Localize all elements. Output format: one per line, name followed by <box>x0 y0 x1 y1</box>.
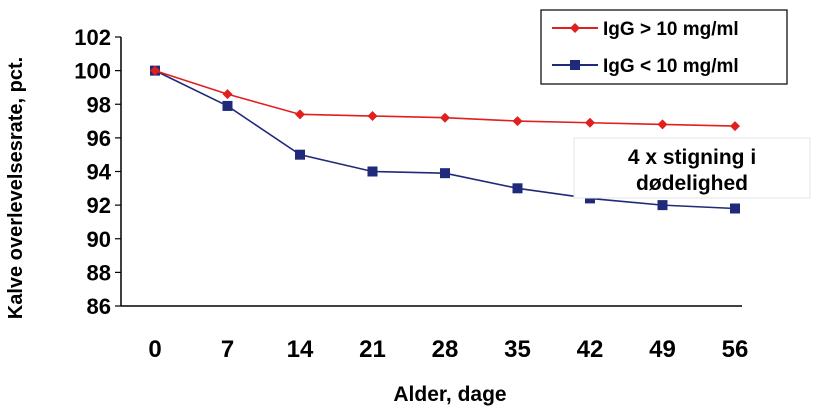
x-tick-label: 35 <box>504 336 531 363</box>
data-point-square <box>222 100 233 111</box>
y-tick-label: 94 <box>87 160 112 185</box>
annotation-line-2: dødelighed <box>636 172 748 195</box>
data-point-square <box>295 149 305 160</box>
legend-box <box>540 9 788 85</box>
data-point-square <box>657 200 668 211</box>
y-tick-label: 98 <box>87 92 111 117</box>
x-axis-title: Alder, dage <box>393 383 506 406</box>
y-tick-label: 96 <box>87 126 111 151</box>
legend-label-igg-low: IgG < 10 mg/ml <box>603 56 739 77</box>
y-tick-label: 88 <box>87 260 111 285</box>
legend: IgG > 10 mg/ml IgG < 10 mg/ml <box>540 9 788 85</box>
data-point-diamond <box>367 111 378 122</box>
x-tick-label: 49 <box>649 336 676 363</box>
y-tick-label: 102 <box>74 25 111 50</box>
x-tick-label: 21 <box>359 336 386 363</box>
x-tick-label: 28 <box>432 336 459 363</box>
data-point-diamond <box>585 117 595 128</box>
x-tick-label: 7 <box>221 336 234 363</box>
legend-marker-square <box>570 60 580 70</box>
legend-marker-diamond <box>570 23 580 33</box>
series-group <box>150 65 740 214</box>
data-point-square <box>730 203 740 214</box>
legend-label-igg-high: IgG > 10 mg/ml <box>603 19 739 40</box>
y-tick-label: 90 <box>87 227 111 252</box>
data-point-diamond <box>730 121 740 132</box>
y-tick-label: 86 <box>87 294 111 319</box>
y-ticks: 86 88 90 92 94 96 98 100 102 <box>74 25 121 319</box>
data-point-diamond <box>222 89 233 100</box>
annotation-box <box>573 137 811 199</box>
data-point-square <box>367 166 378 177</box>
data-point-diamond <box>295 109 305 120</box>
y-axis-title: Kalve overlevelsesrate, pct. <box>5 57 27 319</box>
x-tick-label: 14 <box>287 336 314 363</box>
y-tick-label: 100 <box>74 59 111 84</box>
x-tick-label: 0 <box>148 336 161 363</box>
y-tick-label: 92 <box>87 193 111 218</box>
annotation: 4 x stigning i dødelighed <box>573 137 811 199</box>
x-tick-label: 42 <box>577 336 604 363</box>
data-point-diamond <box>512 116 523 127</box>
x-ticks: 0 7 14 21 28 35 42 49 56 <box>148 336 748 363</box>
data-point-diamond <box>440 112 450 123</box>
data-point-diamond <box>657 119 668 130</box>
data-point-diamond <box>150 65 160 76</box>
data-point-square <box>512 183 523 194</box>
x-tick-label: 56 <box>722 336 749 363</box>
annotation-line-1: 4 x stigning i <box>628 146 756 169</box>
data-point-square <box>440 168 450 179</box>
